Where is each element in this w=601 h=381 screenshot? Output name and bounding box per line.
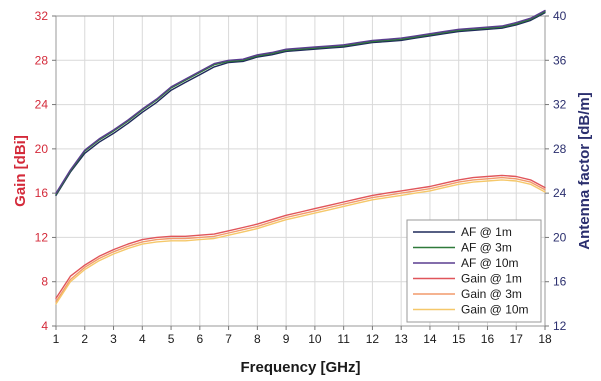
series-line-af-10m: [55, 9, 546, 194]
x-tick-label: 17: [510, 332, 524, 346]
right-axis-title: Antenna factor [dB/m]: [576, 92, 593, 250]
plot-frame: [55, 15, 546, 327]
right-tick-label: 32: [553, 98, 567, 112]
series-line-af-3m: [55, 10, 546, 196]
right-tick-label: 36: [553, 53, 567, 67]
left-axis-title: Gain [dBi]: [12, 135, 29, 207]
x-tick-label: 1: [53, 332, 60, 346]
x-tick-label: 14: [423, 332, 437, 346]
x-tick-label: 9: [283, 332, 290, 346]
right-tick-label: 28: [553, 142, 567, 156]
x-tick-label: 7: [225, 332, 232, 346]
left-tick-label: 16: [35, 186, 49, 200]
x-tick-label: 16: [481, 332, 495, 346]
x-tick-label: 2: [81, 332, 88, 346]
right-tick-label: 16: [553, 275, 567, 289]
right-tick-label: 12: [553, 319, 567, 333]
left-tick-label: 20: [35, 142, 49, 156]
x-tick-label: 4: [139, 332, 146, 346]
legend-label: AF @ 3m: [461, 241, 512, 255]
right-tick-label: 20: [553, 230, 567, 244]
x-tick-label: 6: [196, 332, 203, 346]
x-axis-ticks: 1 2 3 4 5 6 7 8 9 10 11 12 13 14 15 16 17 18: [53, 326, 552, 346]
x-tick-label: 18: [538, 332, 552, 346]
x-tick-label: 5: [168, 332, 175, 346]
series-line-af-1m: [55, 11, 546, 197]
x-tick-label: 13: [394, 332, 408, 346]
left-tick-label: 12: [35, 230, 49, 244]
right-tick-label: 24: [553, 186, 567, 200]
legend-label: AF @ 10m: [461, 256, 519, 270]
series-line-gain-10m: [55, 179, 546, 305]
legend-box: [406, 219, 542, 323]
legend-label: Gain @ 3m: [461, 287, 522, 301]
legend-label: Gain @ 1m: [461, 272, 522, 286]
left-tick-label: 24: [35, 98, 49, 112]
left-tick-label: 28: [35, 53, 49, 67]
series-line-gain-3m: [55, 176, 546, 303]
x-tick-label: 15: [452, 332, 466, 346]
x-axis-title: Frequency [GHz]: [240, 359, 360, 376]
left-tick-label: 4: [41, 319, 48, 333]
x-tick-label: 12: [366, 332, 380, 346]
series-line-gain-1m: [55, 174, 546, 299]
series-lines: [55, 9, 546, 305]
legend-label: Gain @ 10m: [461, 303, 529, 317]
left-tick-label: 32: [35, 9, 49, 23]
legend-label: AF @ 1m: [461, 225, 512, 239]
x-tick-label: 10: [308, 332, 322, 346]
x-tick-label: 3: [110, 332, 117, 346]
left-tick-label: 8: [41, 275, 48, 289]
left-axis-ticks: 4 8 12 16 20 24 28 32: [35, 9, 56, 333]
right-tick-label: 40: [553, 9, 567, 23]
x-tick-label: 11: [337, 332, 350, 346]
right-axis-ticks: 12 16 20 24 28 32 36 40: [545, 9, 567, 333]
x-tick-label: 8: [254, 332, 261, 346]
